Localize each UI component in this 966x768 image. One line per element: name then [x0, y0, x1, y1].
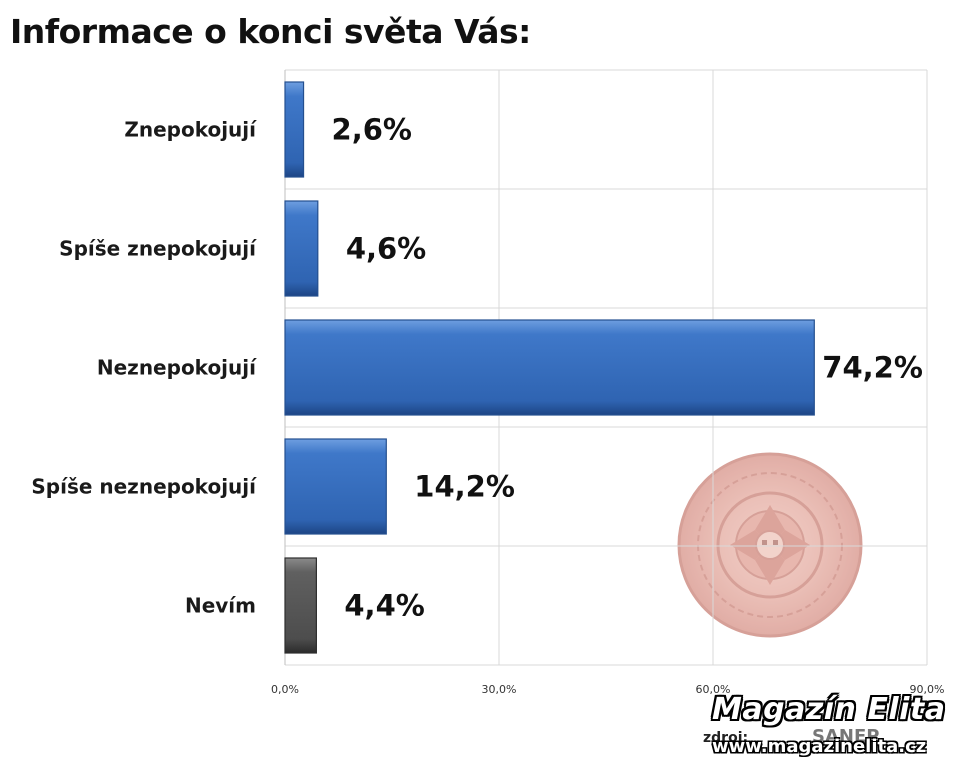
value-label: 4,6%: [346, 232, 426, 266]
value-label: 2,6%: [332, 113, 412, 147]
bar-1: [284, 200, 319, 297]
bar-2: [284, 319, 815, 416]
category-label: Spíše neznepokojují: [31, 475, 257, 499]
aztec-calendar-image: [677, 452, 863, 638]
x-tick-label: 30,0%: [482, 683, 517, 696]
value-label: 74,2%: [822, 351, 923, 385]
category-label: Spíše znepokojují: [59, 237, 257, 261]
x-tick-label: 60,0%: [696, 683, 731, 696]
source-label: zdroj:: [703, 730, 749, 746]
website-url: www.magazinelita.cz: [712, 736, 927, 757]
chart-title: Informace o konci světa Vás:: [10, 12, 531, 51]
bar-4: [284, 557, 317, 654]
category-label: Znepokojují: [124, 118, 257, 142]
bar-0: [284, 81, 305, 178]
category-label: Neznepokojují: [97, 356, 257, 380]
bar-3: [284, 438, 387, 535]
x-tick-label: 0,0%: [271, 683, 299, 696]
x-tick-label: 90,0%: [910, 683, 945, 696]
magazin-elita-watermark: Magazín Elita: [712, 692, 946, 727]
value-label: 4,4%: [344, 589, 424, 623]
value-label: 14,2%: [414, 470, 515, 504]
category-label: Nevím: [185, 594, 256, 618]
sanep-logo: SANEP: [812, 726, 880, 747]
